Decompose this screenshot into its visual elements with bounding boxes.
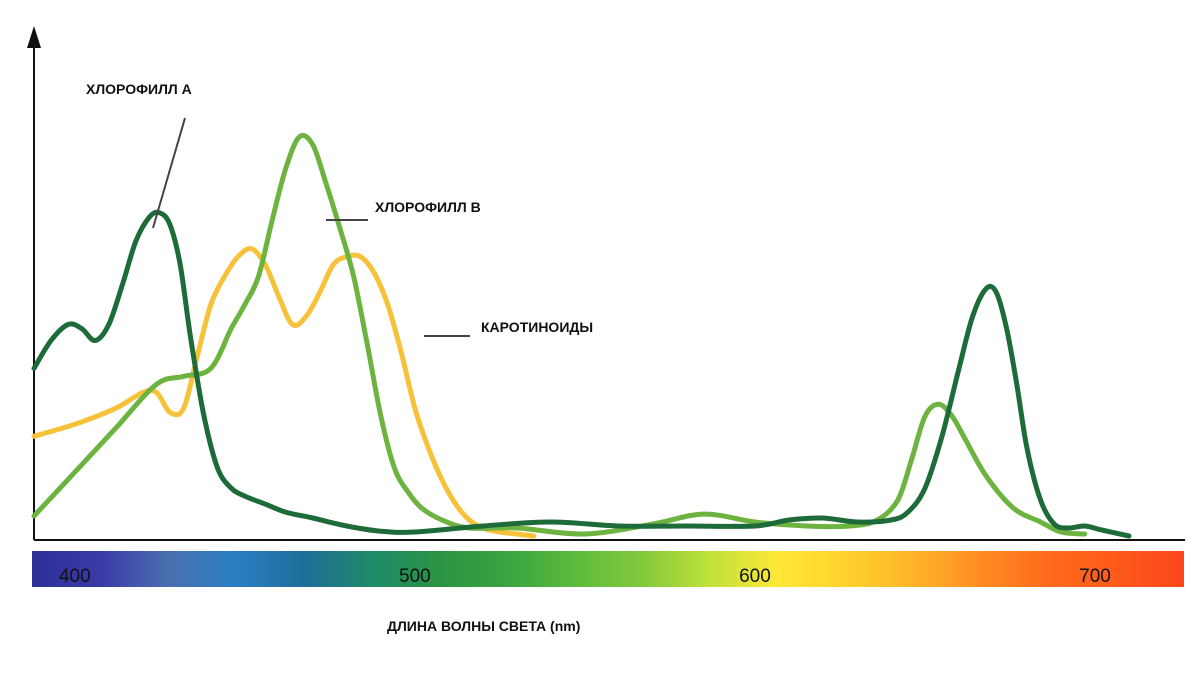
chlorophyll-b-label: ХЛОРОФИЛЛ В [375, 199, 481, 215]
x-axis-label: ДЛИНА ВОЛНЫ СВЕТА (nm) [387, 618, 580, 634]
carotenoids-curve [31, 245, 537, 539]
chlorophyll-a-leader-line [152, 117, 186, 229]
spectrum-bar [32, 551, 1184, 587]
x-tick-label: 700 [1079, 566, 1111, 587]
chlorophyll-a-label: ХЛОРОФИЛЛ А [86, 81, 192, 97]
chlorophyll-b-curve [31, 132, 1088, 537]
x-tick-label: 500 [399, 566, 431, 587]
x-tick-group: 400 500 600 700 [59, 566, 1111, 587]
x-tick-label: 600 [739, 566, 771, 587]
x-tick-label: 400 [59, 566, 91, 587]
series-group [31, 132, 1132, 539]
carotenoids-label: КАРОТИНОИДЫ [481, 319, 593, 335]
chlorophyll-a-curve [31, 209, 1132, 539]
y-axis-arrow [27, 26, 41, 48]
